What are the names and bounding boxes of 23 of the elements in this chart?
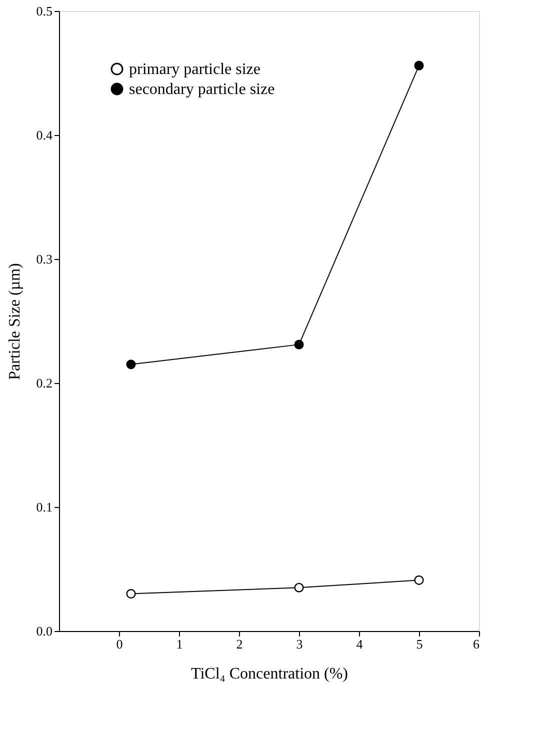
x-tick-label: 5 <box>416 636 423 652</box>
point <box>414 575 424 585</box>
point <box>414 60 424 70</box>
y-tick-label: 0.1 <box>36 500 52 514</box>
legend-label: primary particle size <box>129 61 260 78</box>
x-tick-label: 4 <box>356 636 364 652</box>
x-axis-title: TiCl₄ Concentration (%) <box>191 666 348 682</box>
point <box>294 340 304 350</box>
y-tick-label: 0.0 <box>36 624 52 638</box>
y-tick-label: 0.3 <box>36 252 52 266</box>
x-tick-label: 6 <box>473 636 480 652</box>
point <box>126 360 136 370</box>
x-tick-label: 1 <box>176 636 183 652</box>
y-tick-label: 0.2 <box>36 376 52 390</box>
x-tick-label: 2 <box>236 636 243 652</box>
y-tick-label: 0.5 <box>36 4 52 18</box>
y-axis-title: Particle Size (µm) <box>6 263 24 380</box>
x-tick-label: 3 <box>296 636 303 652</box>
x-tick-label: 0 <box>116 636 123 652</box>
point <box>126 589 136 599</box>
legend-label: secondary particle size <box>129 81 275 98</box>
point <box>294 582 304 592</box>
y-tick-label: 0.4 <box>36 128 53 142</box>
